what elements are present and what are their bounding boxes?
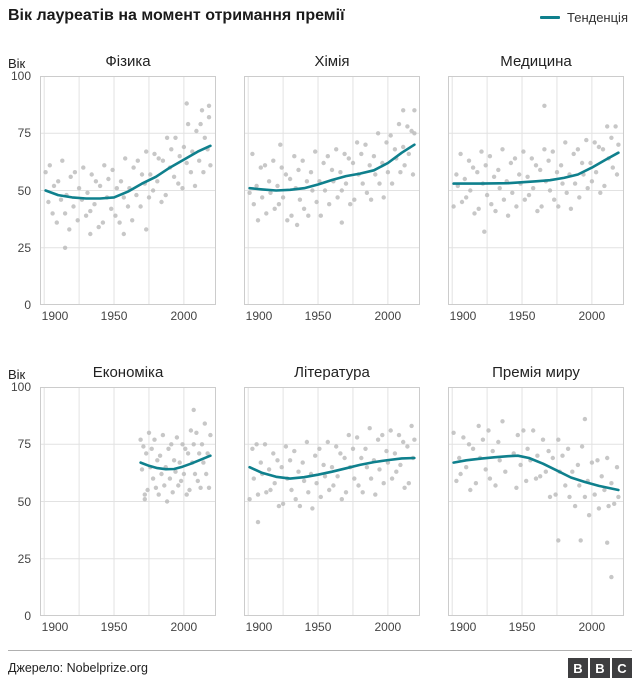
chart-panel-economics: Економіка 1900 1950 2000 (40, 361, 216, 636)
x-tick-label: 1950 (508, 309, 536, 323)
x-axis-ticks-medicine: 1900 1950 2000 (448, 305, 624, 325)
chart-panel-medicine: Медицина 1900 1950 2000 (448, 50, 624, 325)
chart-panel-chemistry: Хімія 1900 1950 2000 (244, 50, 420, 325)
charts-row-top: Вік 0 25 50 75 100 Фізика 1900 1950 2000 Хімія… (8, 50, 632, 325)
panel-title-literature: Література (294, 364, 370, 381)
x-tick-label: 2000 (374, 309, 402, 323)
x-tick-label: 2000 (170, 620, 198, 634)
y-tick-label: 0 (24, 298, 31, 312)
chart-panel-peace: Премія миру 1900 1950 2000 (448, 361, 624, 636)
x-tick-label: 1900 (245, 309, 273, 323)
y-tick-label: 50 (17, 494, 31, 509)
scatter-plot-medicine (448, 76, 624, 305)
x-tick-label: 1900 (245, 620, 273, 634)
y-tick-label: 75 (17, 126, 31, 141)
bbc-logo: B B C (568, 658, 632, 678)
x-tick-label: 2000 (578, 620, 606, 634)
x-tick-label: 1900 (449, 620, 477, 634)
y-tick-label: 100 (10, 380, 31, 394)
x-tick-label: 1950 (100, 309, 128, 323)
x-axis-ticks-chemistry: 1900 1950 2000 (244, 305, 420, 325)
scatter-plot-economics (40, 387, 216, 616)
y-tick-label: 0 (24, 609, 31, 623)
bbc-logo-letter: B (568, 658, 588, 678)
scatter-plot-literature (244, 387, 420, 616)
chart-panel-physics: Фізика 1900 1950 2000 (40, 50, 216, 325)
x-tick-label: 1950 (304, 620, 332, 634)
scatter-plot-chemistry (244, 76, 420, 305)
y-tick-label: 75 (17, 437, 31, 452)
x-tick-label: 1900 (41, 309, 69, 323)
source-label: Джерело: Nobelprize.org (8, 661, 148, 675)
y-tick-label: 50 (17, 183, 31, 198)
bbc-logo-letter: C (612, 658, 632, 678)
panel-title-peace: Премія миру (492, 364, 580, 381)
panel-title-economics: Економіка (92, 364, 164, 381)
panel-title-chemistry: Хімія (314, 53, 350, 70)
trend-legend: Тенденція (540, 10, 628, 25)
x-axis-ticks-peace: 1900 1950 2000 (448, 616, 624, 636)
y-tick-label: 25 (17, 240, 31, 255)
x-axis-ticks-literature: 1900 1950 2000 (244, 616, 420, 636)
y-tick-label: 25 (17, 551, 31, 566)
chart-panel-literature: Література 1900 1950 2000 (244, 361, 420, 636)
trend-legend-label: Тенденція (567, 10, 628, 25)
x-tick-label: 1950 (508, 620, 536, 634)
page-title: Вік лауреатів на момент отримання премії (8, 7, 345, 24)
y-axis-ticks: 0 25 50 75 100 (8, 69, 36, 312)
x-tick-label: 1950 (304, 309, 332, 323)
panel-title-medicine: Медицина (500, 53, 572, 70)
x-tick-label: 2000 (374, 620, 402, 634)
x-tick-label: 2000 (578, 309, 606, 323)
charts-row-bottom: Вік 0 25 50 75 100 Економіка 1900 1950 2000 Лі… (8, 361, 632, 636)
panel-title-physics: Фізика (105, 53, 151, 70)
scatter-plot-physics (40, 76, 216, 305)
y-tick-label: 100 (10, 69, 31, 83)
y-axis-column-bottom: Вік 0 25 50 75 100 (8, 361, 36, 636)
y-axis-title: Вік (8, 56, 26, 71)
scatter-plot-peace (448, 387, 624, 616)
y-axis-ticks: 0 25 50 75 100 (8, 380, 36, 623)
x-axis-ticks-physics: 1900 1950 2000 (40, 305, 216, 325)
x-tick-label: 1950 (100, 620, 128, 634)
x-tick-label: 2000 (170, 309, 198, 323)
chart-footer: Джерело: Nobelprize.org B B C (8, 650, 632, 678)
x-axis-ticks-economics: 1900 1950 2000 (40, 616, 216, 636)
trend-line-swatch (540, 16, 560, 19)
y-axis-title: Вік (8, 367, 26, 382)
chart-header: Вік лауреатів на момент отримання премії… (8, 6, 632, 26)
y-axis-column-top: Вік 0 25 50 75 100 (8, 50, 36, 325)
x-tick-label: 1900 (449, 309, 477, 323)
x-tick-label: 1900 (41, 620, 69, 634)
bbc-logo-letter: B (590, 658, 610, 678)
